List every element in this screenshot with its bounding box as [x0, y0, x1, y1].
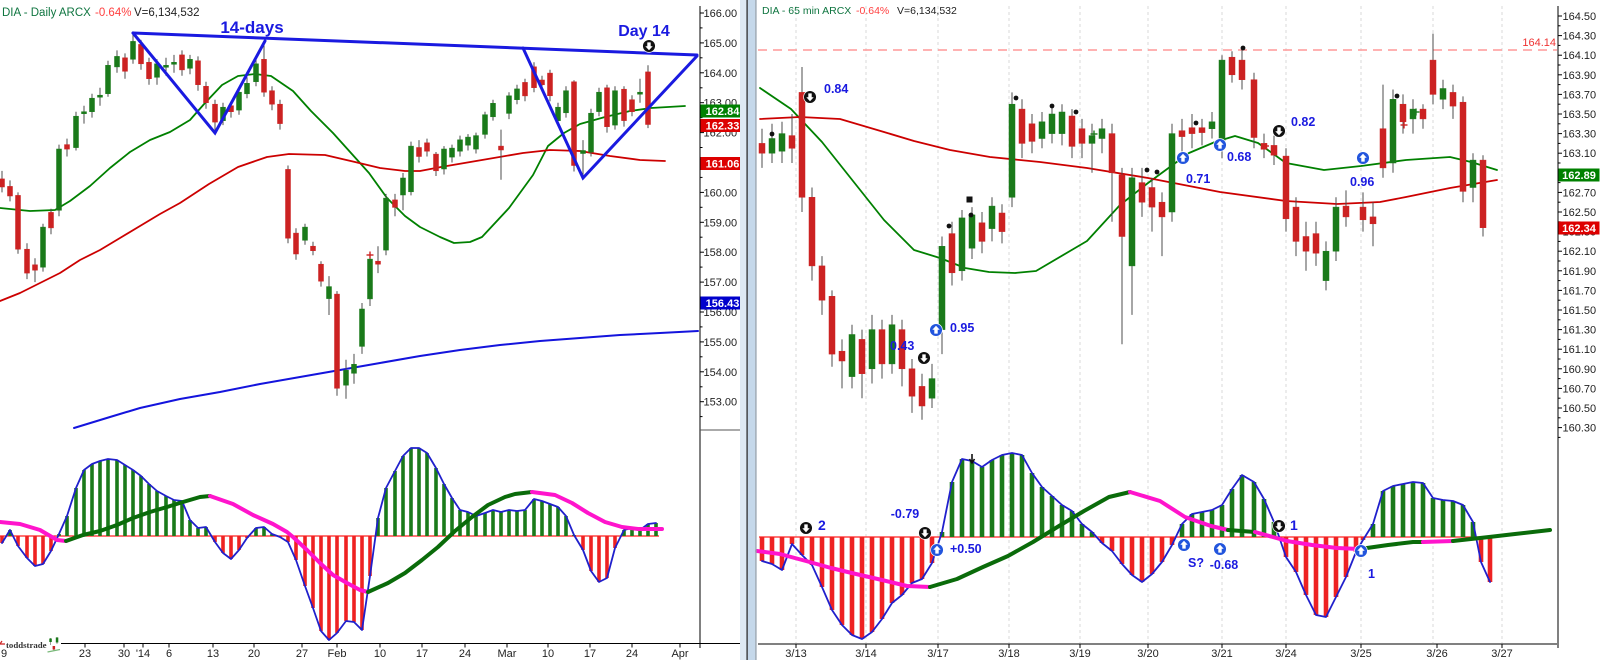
svg-text:161.30: 161.30: [1563, 325, 1597, 337]
svg-text:164.00: 164.00: [704, 68, 738, 80]
svg-text:164.14: 164.14: [1522, 37, 1556, 49]
svg-text:0.82: 0.82: [1291, 115, 1315, 129]
svg-text:154.00: 154.00: [704, 367, 738, 379]
svg-text:162.50: 162.50: [1563, 207, 1597, 219]
svg-text:158.00: 158.00: [704, 247, 738, 259]
svg-text:164.30: 164.30: [1563, 31, 1597, 43]
svg-text:0.71: 0.71: [1186, 172, 1210, 186]
svg-text:V=6,134,532: V=6,134,532: [134, 7, 200, 19]
svg-text:23: 23: [79, 648, 91, 660]
svg-text:163.70: 163.70: [1563, 89, 1597, 101]
svg-text:toddstrade: toddstrade: [6, 640, 47, 650]
svg-text:17: 17: [416, 648, 428, 660]
svg-text:160.00: 160.00: [704, 187, 738, 199]
svg-text:-0.68: -0.68: [1210, 558, 1239, 572]
svg-text:0.95: 0.95: [950, 321, 974, 335]
svg-text:162.70: 162.70: [1563, 187, 1597, 199]
svg-text:0.43: 0.43: [890, 339, 914, 353]
svg-text:161.70: 161.70: [1563, 285, 1597, 297]
svg-text:157.00: 157.00: [704, 277, 738, 289]
svg-text:Apr: Apr: [671, 648, 688, 660]
svg-text:165.00: 165.00: [704, 38, 738, 50]
svg-text:24: 24: [626, 648, 638, 660]
svg-text:164.50: 164.50: [1563, 11, 1597, 23]
svg-text:0.84: 0.84: [824, 82, 848, 96]
svg-text:-0.64%: -0.64%: [856, 5, 889, 17]
svg-text:155.00: 155.00: [704, 337, 738, 349]
svg-text:Feb: Feb: [328, 648, 347, 660]
svg-text:3/14: 3/14: [855, 648, 876, 660]
svg-text:+0.50: +0.50: [950, 542, 982, 556]
svg-text:156.43: 156.43: [706, 298, 740, 310]
svg-text:24: 24: [459, 648, 471, 660]
svg-text:161.90: 161.90: [1563, 266, 1597, 278]
svg-text:162.84: 162.84: [706, 106, 741, 118]
svg-text:1: 1: [1290, 517, 1298, 533]
svg-text:27: 27: [296, 648, 308, 660]
svg-text:9: 9: [1, 648, 7, 660]
svg-text:162.33: 162.33: [706, 121, 740, 133]
svg-text:3/26: 3/26: [1426, 648, 1447, 660]
svg-text:3/27: 3/27: [1491, 648, 1512, 660]
svg-text:160.30: 160.30: [1563, 423, 1597, 435]
svg-text:166.00: 166.00: [704, 8, 738, 20]
svg-text:17: 17: [584, 648, 596, 660]
svg-text:30: 30: [118, 648, 130, 660]
svg-text:20: 20: [248, 648, 260, 660]
svg-text:161.06: 161.06: [706, 159, 740, 171]
svg-text:3/20: 3/20: [1137, 648, 1158, 660]
svg-text:3/25: 3/25: [1350, 648, 1371, 660]
svg-text:163.10: 163.10: [1563, 148, 1597, 160]
svg-text:3/18: 3/18: [998, 648, 1019, 660]
svg-text:160.50: 160.50: [1563, 403, 1597, 415]
svg-text:160.70: 160.70: [1563, 383, 1597, 395]
svg-text:164.10: 164.10: [1563, 50, 1597, 62]
svg-text:V=6,134,532: V=6,134,532: [897, 5, 957, 17]
svg-text:3/13: 3/13: [785, 648, 806, 660]
svg-text:162.10: 162.10: [1563, 246, 1597, 258]
svg-text:-0.64%: -0.64%: [95, 7, 131, 19]
svg-text:10: 10: [374, 648, 386, 660]
svg-text:DIA - 65 min ARCX: DIA - 65 min ARCX: [762, 5, 851, 17]
svg-text:159.00: 159.00: [704, 217, 738, 229]
svg-text:0.96: 0.96: [1350, 175, 1374, 189]
svg-text:DIA - Daily ARCX: DIA - Daily ARCX: [2, 7, 91, 19]
svg-text:6: 6: [166, 648, 172, 660]
svg-text:3/19: 3/19: [1069, 648, 1090, 660]
svg-text:153.00: 153.00: [704, 397, 738, 409]
svg-text:3/17: 3/17: [927, 648, 948, 660]
svg-text:Mar: Mar: [498, 648, 517, 660]
svg-text:S?: S?: [1188, 556, 1204, 570]
svg-text:Day 14: Day 14: [618, 23, 670, 40]
svg-text:161.10: 161.10: [1563, 344, 1597, 356]
svg-text:160.90: 160.90: [1563, 364, 1597, 376]
svg-text:156.00: 156.00: [704, 307, 738, 319]
svg-text:163.30: 163.30: [1563, 129, 1597, 141]
svg-text:14-days: 14-days: [220, 18, 283, 37]
svg-text:161.50: 161.50: [1563, 305, 1597, 317]
svg-text:162.34: 162.34: [1562, 223, 1597, 235]
svg-text:'14: '14: [136, 648, 150, 660]
svg-text:162.89: 162.89: [1562, 170, 1596, 182]
svg-text:2: 2: [818, 517, 826, 533]
svg-text:163.90: 163.90: [1563, 70, 1597, 82]
svg-text:13: 13: [207, 648, 219, 660]
svg-text:3/21: 3/21: [1211, 648, 1232, 660]
svg-text:-0.79: -0.79: [891, 507, 920, 521]
svg-text:0.68: 0.68: [1227, 150, 1251, 164]
svg-text:3/24: 3/24: [1275, 648, 1296, 660]
svg-text:10: 10: [542, 648, 554, 660]
svg-text:1: 1: [1368, 567, 1375, 581]
svg-text:163.50: 163.50: [1563, 109, 1597, 121]
